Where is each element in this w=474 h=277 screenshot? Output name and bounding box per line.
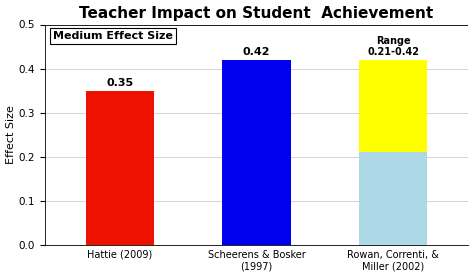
Title: Teacher Impact on Student  Achievement: Teacher Impact on Student Achievement bbox=[79, 6, 434, 20]
Text: Medium Effect Size: Medium Effect Size bbox=[53, 31, 173, 41]
Bar bbox=[86, 91, 154, 245]
Bar bbox=[359, 152, 428, 245]
Text: 0.42: 0.42 bbox=[243, 47, 270, 57]
Bar bbox=[359, 60, 428, 152]
Bar bbox=[222, 60, 291, 245]
Text: 0.35: 0.35 bbox=[106, 78, 133, 88]
Text: Range
0.21-0.42: Range 0.21-0.42 bbox=[367, 35, 419, 57]
Y-axis label: Effect Size: Effect Size bbox=[6, 105, 16, 164]
